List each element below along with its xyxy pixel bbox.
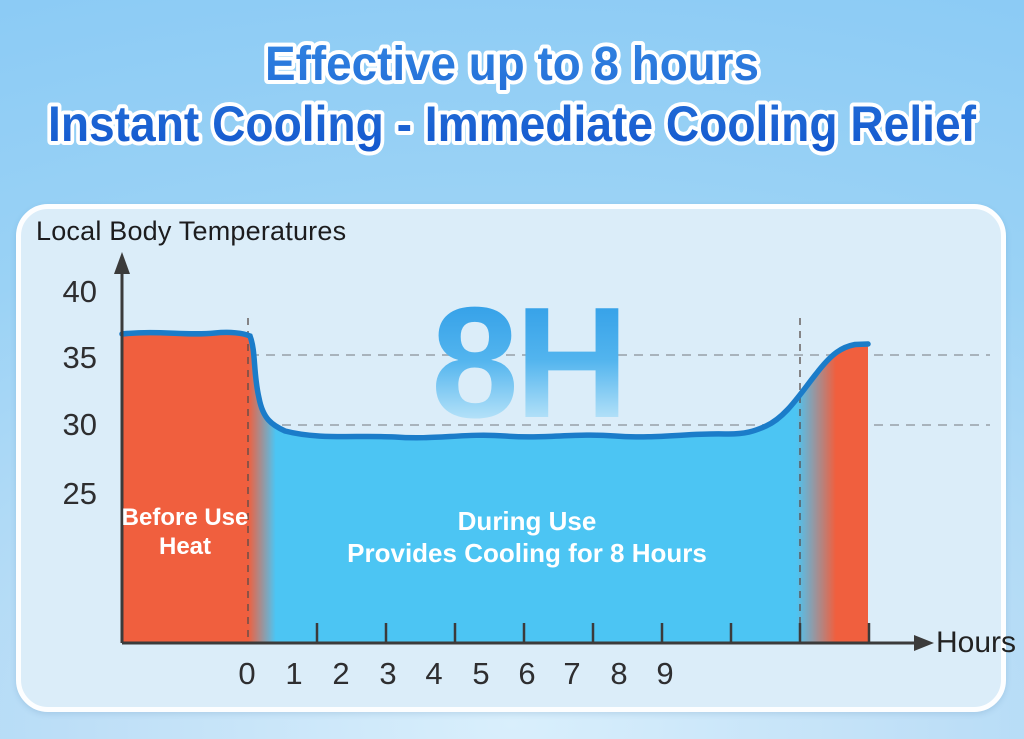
y-tick-25: 25 bbox=[62, 476, 97, 511]
y-tick-35: 35 bbox=[62, 340, 97, 375]
y-tick-40: 40 bbox=[62, 274, 97, 309]
during-use-line2: Provides Cooling for 8 Hours bbox=[347, 537, 707, 568]
headline-line2: Instant Cooling - Immediate Cooling Reli… bbox=[48, 96, 976, 152]
8h-watermark: 8H bbox=[422, 284, 634, 442]
temperature-area bbox=[122, 332, 868, 643]
x-tick-9: 9 bbox=[656, 656, 674, 691]
y-axis-arrow bbox=[114, 252, 130, 274]
before-use-line2: Heat bbox=[158, 533, 212, 561]
x-tick-8: 8 bbox=[610, 656, 628, 691]
headline-line1: Effective up to 8 hours bbox=[265, 38, 759, 91]
x-tick-1: 1 bbox=[285, 656, 303, 691]
axes bbox=[120, 266, 918, 645]
x-axis-arrow bbox=[914, 635, 934, 651]
y-tick-30: 30 bbox=[62, 407, 97, 442]
x-tick-7: 7 bbox=[563, 656, 581, 691]
x-tick-2: 2 bbox=[332, 656, 350, 691]
x-tick-5: 5 bbox=[472, 656, 490, 691]
temperature-curve bbox=[119, 329, 871, 441]
x-tick-4: 4 bbox=[425, 656, 443, 691]
x-axis-ticks bbox=[315, 623, 871, 643]
x-tick-3: 3 bbox=[379, 656, 397, 691]
during-use-line1: During Use bbox=[457, 506, 597, 536]
before-use-line1: Before Use bbox=[121, 504, 249, 531]
x-tick-6: 6 bbox=[518, 656, 536, 691]
before-use-annotation: Before Use Heat bbox=[120, 503, 250, 562]
x-axis-title: Hours bbox=[936, 626, 1017, 659]
chart-heading: Local Body Temperatures bbox=[36, 216, 347, 246]
during-use-annotation: During Use Provides Cooling for 8 Hours bbox=[342, 506, 712, 569]
x-tick-0: 0 bbox=[238, 656, 256, 691]
hour-marker-lines bbox=[247, 318, 801, 641]
